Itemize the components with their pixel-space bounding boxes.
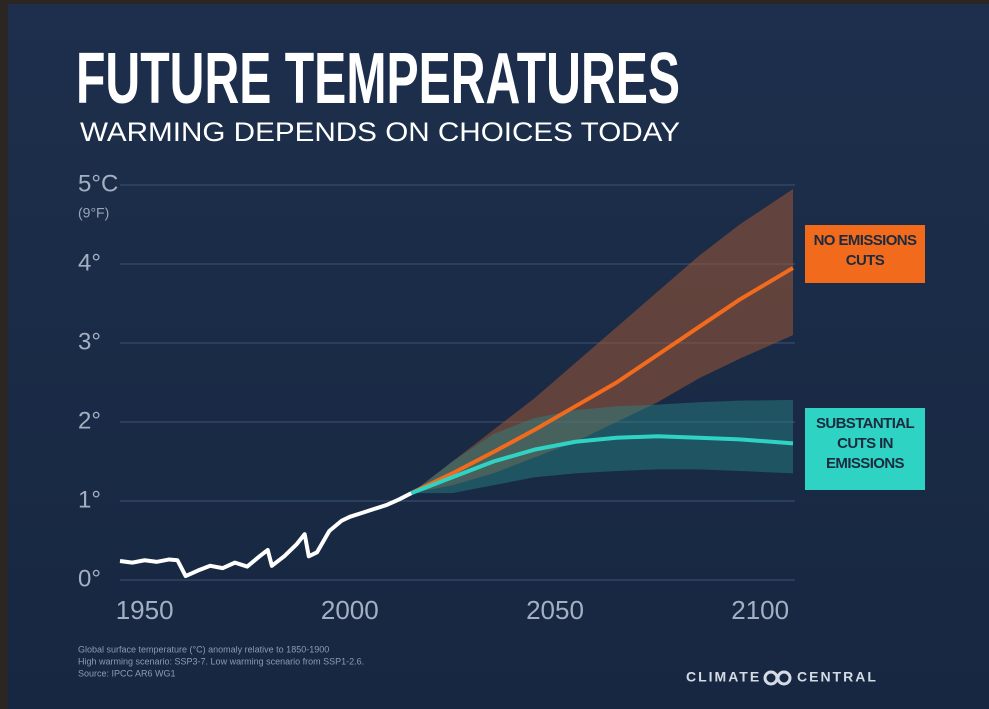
footnote: High warming scenario: SSP3-7. Low warmi… xyxy=(78,656,364,666)
footnote: Source: IPCC AR6 WG1 xyxy=(78,668,176,678)
footnote: Global surface temperature (°C) anomaly … xyxy=(78,644,329,654)
uncertainty-band xyxy=(411,188,793,494)
y-tick-label: 4° xyxy=(78,249,101,276)
uncertainty-band xyxy=(411,399,793,494)
y-tick-label: 1° xyxy=(78,486,101,513)
chart-subtitle: WARMING DEPENDS ON CHOICES TODAY xyxy=(80,117,680,147)
brand: CENTRAL xyxy=(797,669,878,685)
brand-logo xyxy=(763,670,792,686)
x-tick-label: 2050 xyxy=(526,595,584,625)
y-tick-label: 5°C xyxy=(78,170,118,197)
y-tick-label: 2° xyxy=(78,407,101,434)
series-line xyxy=(119,491,413,579)
brand: CLIMATE xyxy=(686,669,761,685)
x-tick-label: 1950 xyxy=(116,595,174,625)
y-tick-label: 0° xyxy=(78,565,101,592)
chart-title: FUTURE TEMPERATURES xyxy=(76,39,680,119)
series-label: NO EMISSIONS CUTS xyxy=(805,225,925,283)
panel xyxy=(8,4,989,709)
series-label: SUBSTANTIAL CUTS IN EMISSIONS xyxy=(805,408,925,490)
x-tick-label: 2100 xyxy=(731,595,789,625)
y-tick-label: 3° xyxy=(78,328,101,355)
series-line xyxy=(410,266,795,495)
y-unit-note: (9°F) xyxy=(78,205,109,221)
x-tick-label: 2000 xyxy=(321,595,379,625)
series-line xyxy=(410,434,794,495)
